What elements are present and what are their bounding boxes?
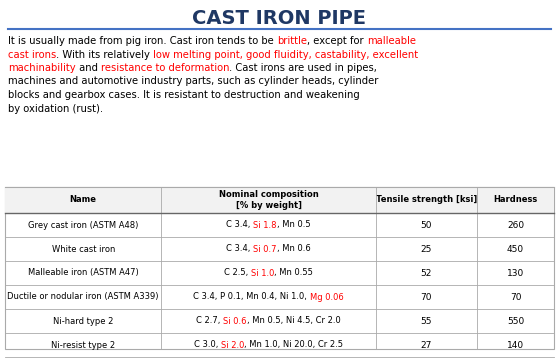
Text: 70: 70: [510, 293, 522, 302]
Text: C 3.4,: C 3.4,: [226, 220, 253, 229]
Text: White cast iron: White cast iron: [51, 244, 115, 253]
Text: , except for: , except for: [307, 36, 367, 46]
Text: Ni-resist type 2: Ni-resist type 2: [51, 340, 115, 350]
Text: 50: 50: [420, 220, 432, 229]
Text: Si 1.8: Si 1.8: [253, 220, 277, 229]
Text: Hardness: Hardness: [494, 196, 538, 205]
Text: Si 0.7: Si 0.7: [253, 244, 277, 253]
Text: blocks and gearbox cases. It is resistant to destruction and weakening: blocks and gearbox cases. It is resistan…: [8, 90, 360, 100]
Bar: [5, 187, 554, 349]
Text: . With its relatively: . With its relatively: [56, 50, 153, 60]
Text: brittle: brittle: [277, 36, 307, 46]
Text: Mg 0.06: Mg 0.06: [310, 293, 344, 302]
Text: Nominal composition
[% by weight]: Nominal composition [% by weight]: [219, 190, 319, 210]
Text: Tensile strength [ksi]: Tensile strength [ksi]: [376, 196, 477, 205]
Text: 140: 140: [507, 340, 524, 350]
Text: Si 1.0: Si 1.0: [251, 269, 274, 278]
Text: , Mn 0.5: , Mn 0.5: [277, 220, 311, 229]
Text: . Cast irons are used in pipes,: . Cast irons are used in pipes,: [229, 63, 377, 73]
Text: C 3.4, P 0.1, Mn 0.4, Ni 1.0,: C 3.4, P 0.1, Mn 0.4, Ni 1.0,: [193, 293, 310, 302]
Text: , Mn 1.0, Ni 20.0, Cr 2.5: , Mn 1.0, Ni 20.0, Cr 2.5: [244, 340, 343, 350]
Text: 55: 55: [420, 317, 432, 326]
Text: 25: 25: [421, 244, 432, 253]
Text: resistance to deformation: resistance to deformation: [101, 63, 229, 73]
Bar: [5, 187, 554, 213]
Text: cast irons: cast irons: [8, 50, 56, 60]
Text: 550: 550: [507, 317, 524, 326]
Text: Grey cast iron (ASTM A48): Grey cast iron (ASTM A48): [28, 220, 139, 229]
Text: malleable: malleable: [367, 36, 416, 46]
Text: 450: 450: [507, 244, 524, 253]
Text: machines and automotive industry parts, such as cylinder heads, cylinder: machines and automotive industry parts, …: [8, 76, 378, 87]
Text: machinability: machinability: [8, 63, 75, 73]
Text: Ni-hard type 2: Ni-hard type 2: [53, 317, 113, 326]
Text: C 3.0,: C 3.0,: [194, 340, 221, 350]
Text: low melting point, good fluidity, castability, excellent: low melting point, good fluidity, castab…: [153, 50, 418, 60]
Text: C 2.7,: C 2.7,: [196, 317, 224, 326]
Text: by oxidation (rust).: by oxidation (rust).: [8, 103, 103, 113]
Text: 27: 27: [421, 340, 432, 350]
Text: 260: 260: [507, 220, 524, 229]
Text: , Mn 0.6: , Mn 0.6: [277, 244, 311, 253]
Text: Si 0.6: Si 0.6: [224, 317, 247, 326]
Text: Malleable iron (ASTM A47): Malleable iron (ASTM A47): [28, 269, 139, 278]
Text: , Mn 0.55: , Mn 0.55: [274, 269, 313, 278]
Text: Ductile or nodular iron (ASTM A339): Ductile or nodular iron (ASTM A339): [7, 293, 159, 302]
Text: It is usually made from pig iron. Cast iron tends to be: It is usually made from pig iron. Cast i…: [8, 36, 277, 46]
Text: C 2.5,: C 2.5,: [224, 269, 251, 278]
Text: Name: Name: [70, 196, 97, 205]
Text: 70: 70: [420, 293, 432, 302]
Text: Si 2.0: Si 2.0: [221, 340, 244, 350]
Text: and: and: [75, 63, 101, 73]
Text: CAST IRON PIPE: CAST IRON PIPE: [192, 9, 367, 28]
Text: C 3.4,: C 3.4,: [226, 244, 253, 253]
Text: 130: 130: [507, 269, 524, 278]
Text: , Mn 0.5, Ni 4.5, Cr 2.0: , Mn 0.5, Ni 4.5, Cr 2.0: [247, 317, 340, 326]
Text: 52: 52: [421, 269, 432, 278]
